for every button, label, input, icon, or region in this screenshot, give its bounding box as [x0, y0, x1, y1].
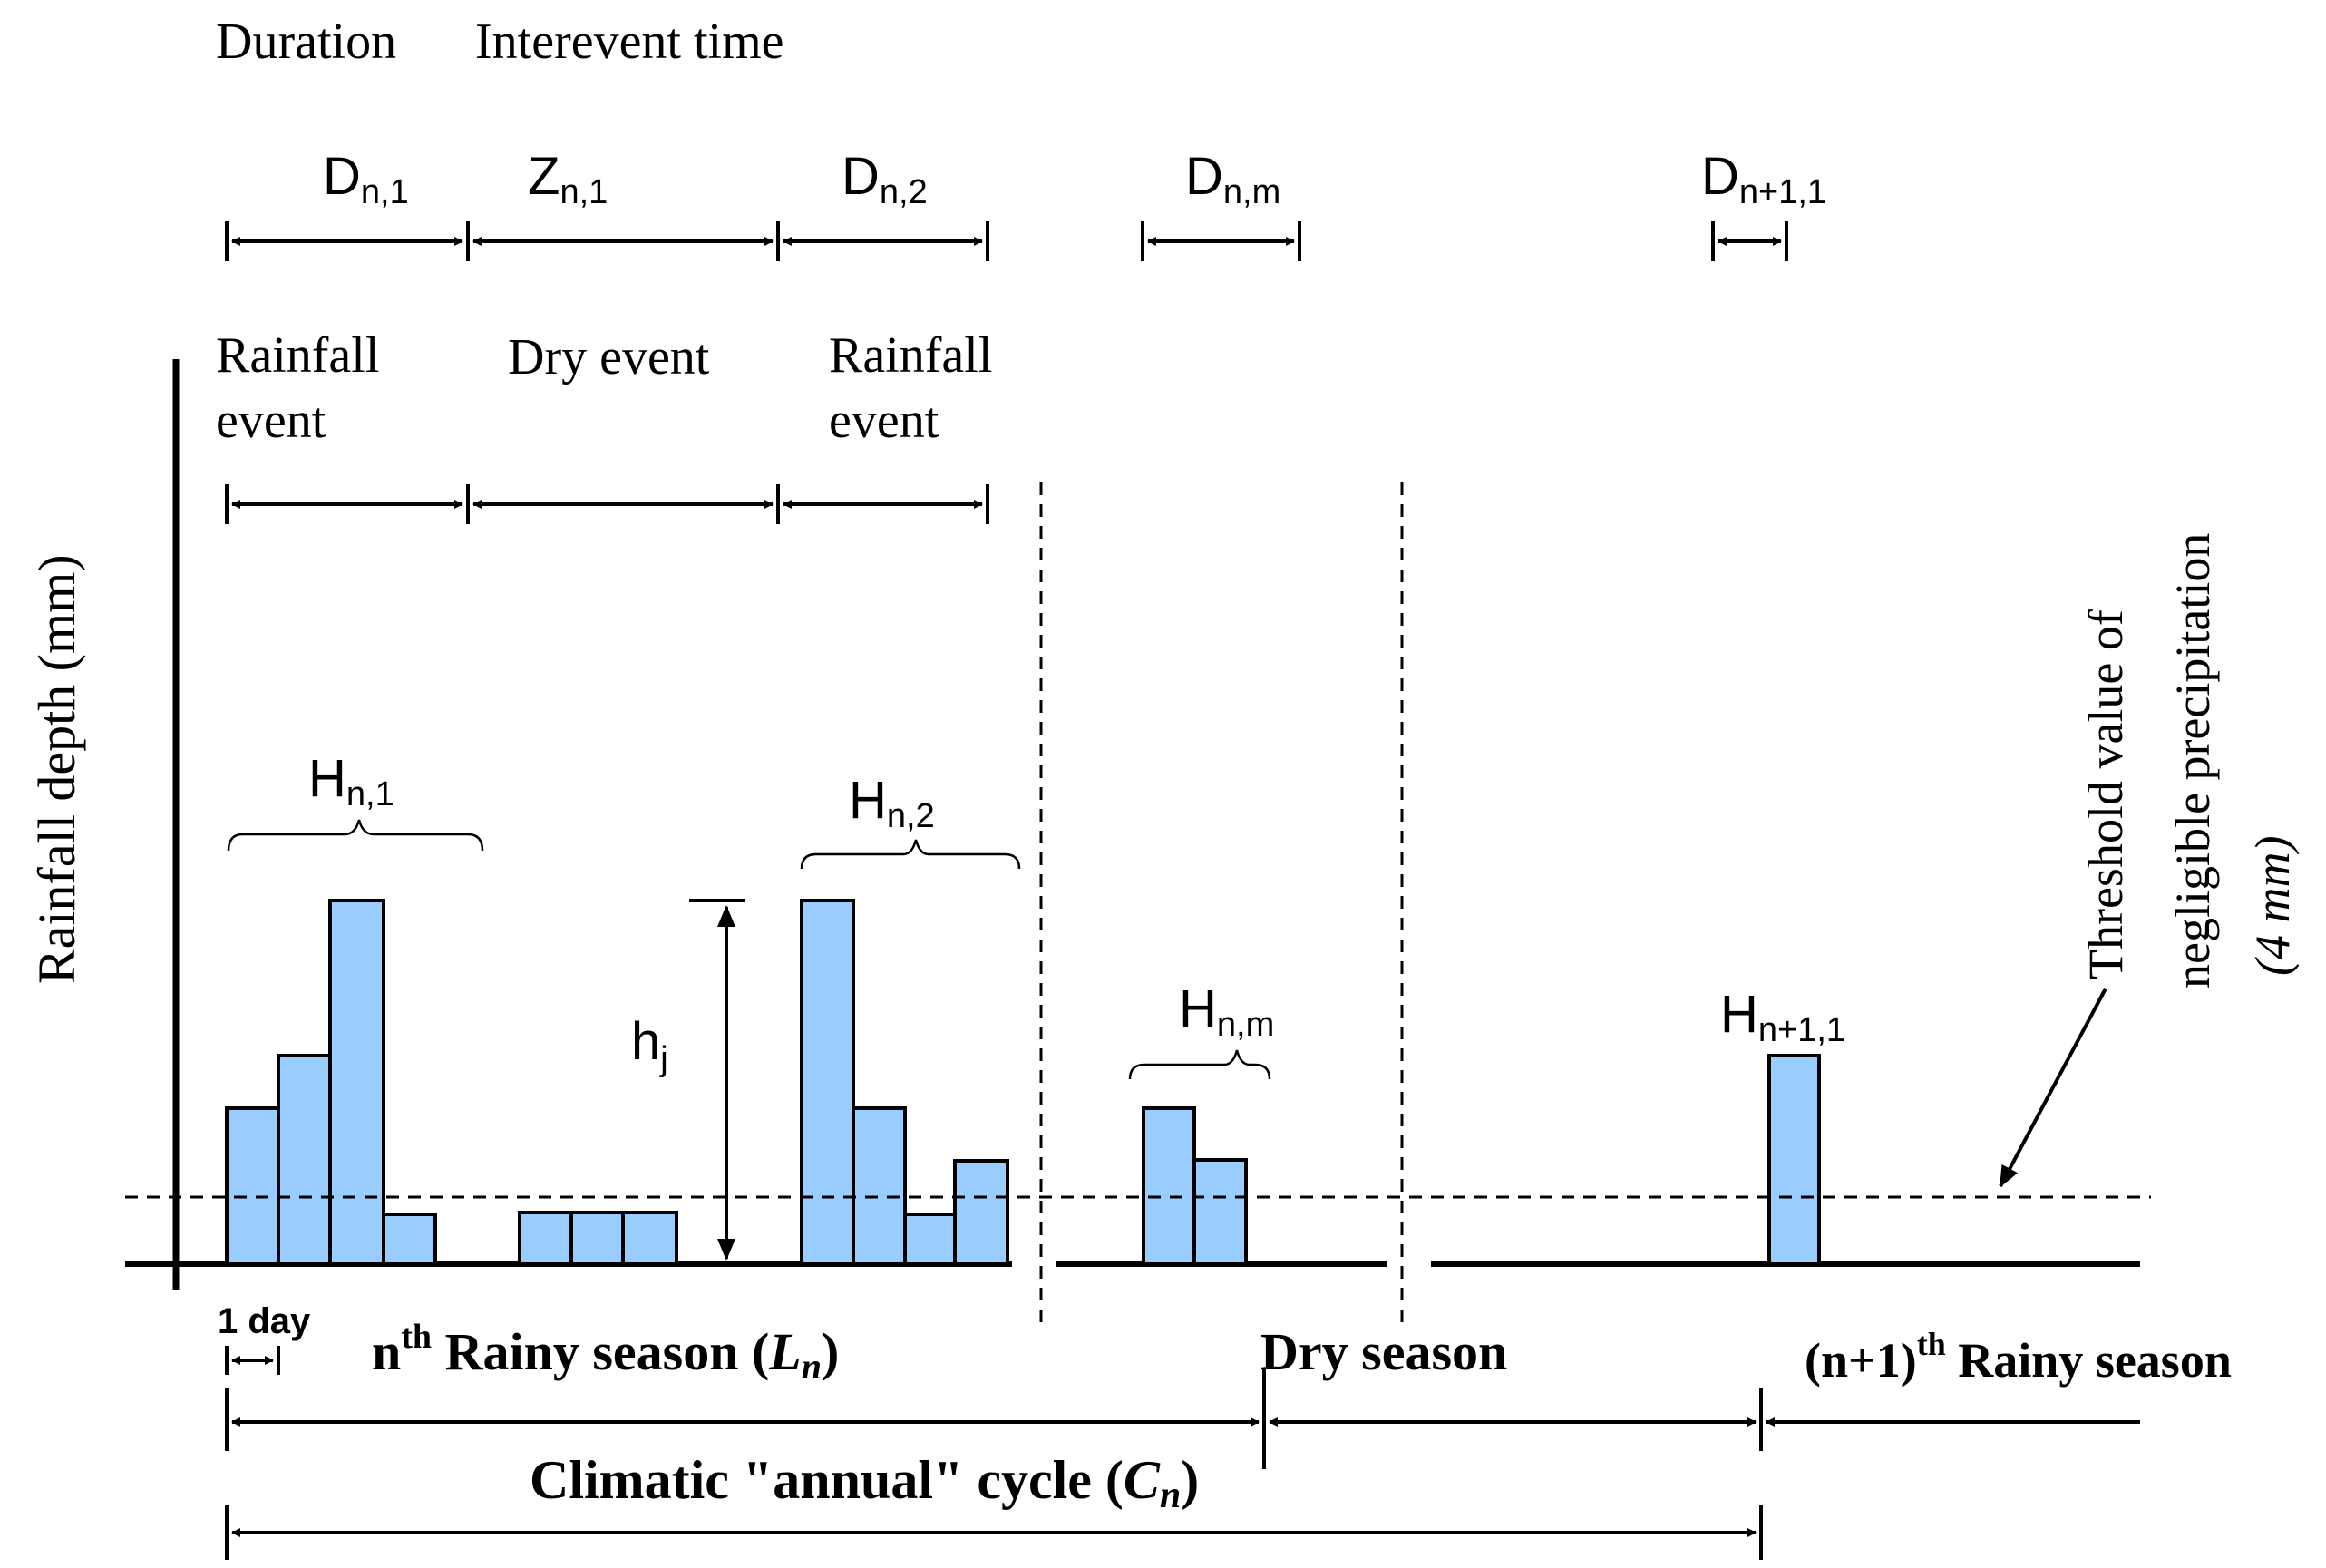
- duration-d-nm: Dn,m: [1185, 147, 1280, 211]
- interevent-time-label: Interevent time: [475, 14, 784, 70]
- height-h-j: hj: [631, 1012, 668, 1078]
- threshold-label-line2: negligible precipitation: [2165, 533, 2220, 989]
- bar: [518, 1211, 573, 1266]
- duration-d-n1: Dn,1: [323, 147, 409, 211]
- bar: [569, 1211, 625, 1266]
- threshold-pointer-arrow: [1999, 988, 2107, 1188]
- rainfall-event-2-label-line1: Rainfall: [829, 327, 992, 384]
- dry-event-label: Dry event: [508, 329, 710, 385]
- y-axis-label: Rainfall depth (mm): [27, 554, 86, 984]
- bar: [328, 899, 385, 1266]
- bar: [277, 1054, 332, 1266]
- bar: [852, 1106, 907, 1266]
- one-day-arrow: [225, 1346, 280, 1375]
- interevent-z-n1: Zn,1: [528, 147, 608, 211]
- rainfall-event-1-label-line2: event: [216, 393, 326, 449]
- rainfall-event-2-label-line2: event: [829, 393, 939, 449]
- climatic-cycle-label: Climatic "annual" cycle (Cn): [530, 1450, 1199, 1516]
- bars: [225, 899, 1821, 1266]
- duration-arrows-row: [225, 221, 1788, 261]
- next-rainy-season-label: (n+1)th Rainy season: [1805, 1326, 2232, 1388]
- bar: [1142, 1106, 1196, 1266]
- duration-label: Duration: [216, 14, 396, 70]
- bar: [1192, 1158, 1248, 1266]
- one-day-label: 1 day: [218, 1301, 311, 1341]
- height-h-nm: Hn,m: [1179, 979, 1274, 1044]
- bar: [903, 1213, 957, 1266]
- threshold-label-line1: Threshold value of: [2078, 609, 2133, 979]
- rainfall-event-1-label-line1: Rainfall: [216, 327, 379, 384]
- dry-season-label: Dry season: [1260, 1322, 1507, 1381]
- bar: [382, 1213, 437, 1266]
- bar: [225, 1106, 280, 1266]
- duration-d-n11: Dn+1,1: [1701, 147, 1826, 211]
- brace-h-n2: [800, 839, 1021, 870]
- height-h-n11: Hn+1,1: [1720, 985, 1845, 1049]
- hj-dimension: [689, 899, 745, 1261]
- cycle-arrow: [225, 1505, 1763, 1560]
- height-h-n1: Hn,1: [308, 749, 394, 813]
- bar: [953, 1159, 1009, 1266]
- threshold-label-line3: (4 mm): [2245, 836, 2300, 976]
- brace-h-n1: [227, 819, 484, 852]
- nth-rainy-season-label: nth Rainy season (Ln): [372, 1318, 839, 1387]
- bar: [800, 899, 855, 1266]
- season-arrows-row: [225, 1369, 2140, 1469]
- event-arrows-row: [225, 484, 989, 524]
- duration-d-n2: Dn,2: [842, 147, 928, 211]
- bar: [1767, 1054, 1821, 1266]
- bar: [621, 1211, 678, 1266]
- brace-h-nm: [1128, 1049, 1271, 1080]
- height-h-n2: Hn,2: [849, 771, 935, 835]
